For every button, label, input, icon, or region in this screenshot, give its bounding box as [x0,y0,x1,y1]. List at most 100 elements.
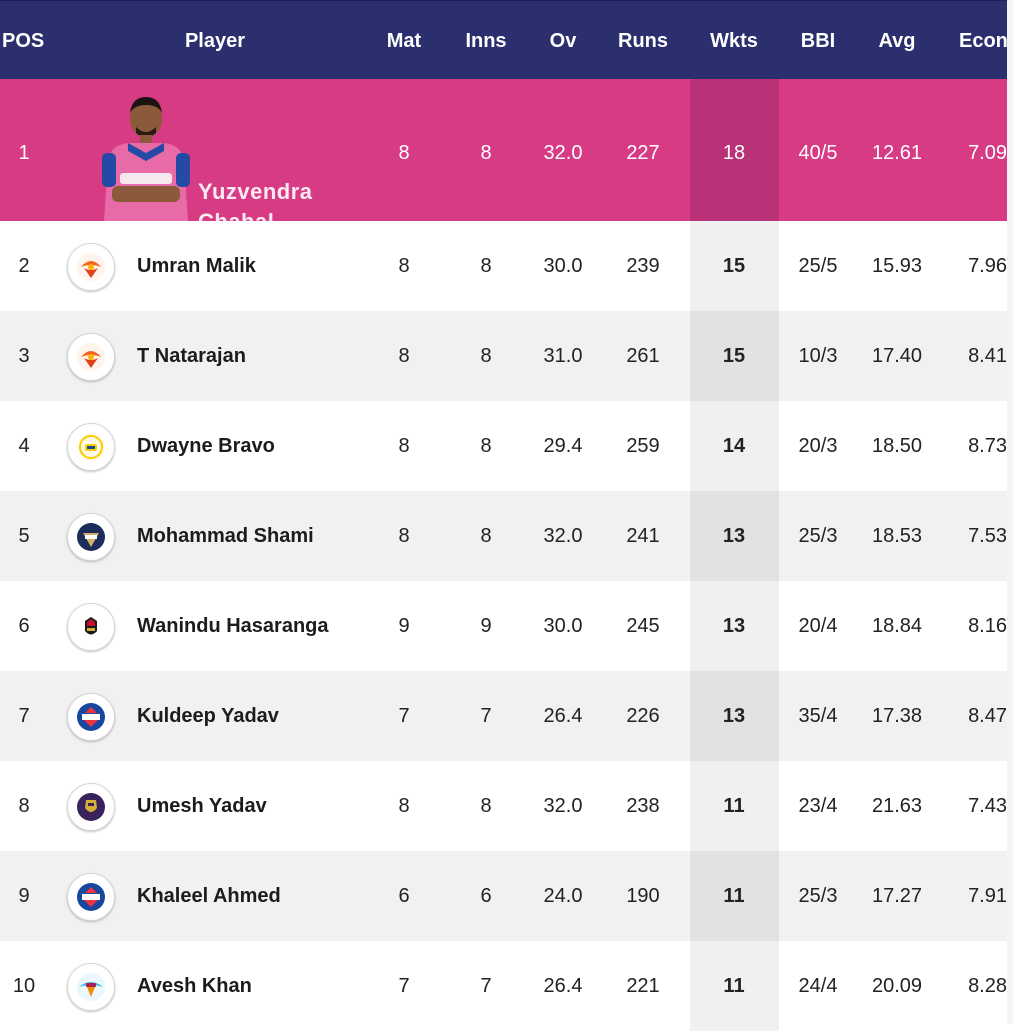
innings: 8 [480,345,492,367]
overs: 26.4 [543,705,583,727]
wickets: 13 [722,525,746,547]
header-mat[interactable]: Mat [386,30,422,52]
best-bowling: 23/4 [798,795,838,817]
overs: 26.4 [543,975,583,997]
runs: 261 [626,345,660,367]
best-bowling: 24/4 [798,975,838,997]
header-pos[interactable]: POS [2,30,45,52]
header-wkts[interactable]: Wkts [710,30,758,52]
innings: 9 [480,615,492,637]
matches: 7 [398,705,410,727]
rank: 10 [12,975,36,997]
player-name[interactable]: Kuldeep Yadav [137,705,279,727]
overs: 32.0 [543,525,583,547]
player-name[interactable]: T Natarajan [137,345,246,367]
player-name[interactable]: Mohammad Shami [137,525,314,547]
wkts-column-highlight [690,671,779,761]
header-avg[interactable]: Avg [878,30,916,52]
rank: 7 [18,705,30,727]
best-bowling: 20/4 [798,615,838,637]
runs: 226 [626,705,660,727]
rank: 9 [18,885,30,907]
matches: 8 [398,255,410,277]
runs: 190 [626,885,660,907]
wickets: 11 [723,795,745,817]
wkts-column-highlight [690,311,779,401]
rank: 3 [18,345,30,367]
wickets: 13 [722,615,746,637]
table-row[interactable]: 9 Khaleel Ahmed 6 6 24.0 190 11 25/3 17.27 7.91 [0,851,1013,941]
header-bbi[interactable]: BBI [800,30,836,52]
runs: 241 [626,525,660,547]
economy: 8.28 [968,975,1007,997]
best-bowling: 35/4 [798,705,838,727]
economy: 7.91 [968,885,1007,907]
matches: 8 [398,345,410,367]
wickets: 14 [722,435,746,457]
leader-wkts: 18 [722,142,746,164]
runs: 221 [626,975,660,997]
table-row[interactable]: 7 Kuldeep Yadav 7 7 26.4 226 13 35/4 17.38 8.47 [0,671,1013,761]
wkts-column-highlight [690,851,779,941]
player-name[interactable]: Khaleel Ahmed [137,885,281,907]
leader-mat: 8 [398,142,410,164]
player-name[interactable]: Avesh Khan [137,975,252,997]
innings: 7 [480,975,492,997]
wickets: 11 [723,975,745,997]
wickets: 15 [722,255,746,277]
chennai-super-kings-icon [67,423,115,471]
table-row[interactable]: 6 Wanindu Hasaranga 9 9 30.0 245 13 20/4 18.84 8.… [0,581,1013,671]
wkts-column-highlight [690,761,779,851]
table-row[interactable]: 8 Umesh Yadav 8 8 32.0 238 11 23/4 21.63 7.43 [0,761,1013,851]
royal-challengers-bangalore-icon [67,603,115,651]
player-name[interactable]: Wanindu Hasaranga [137,615,329,637]
header-econ[interactable]: Econ [959,30,1008,52]
best-bowling: 25/3 [798,885,838,907]
wkts-column-highlight [690,581,779,671]
table-row[interactable]: 10 Avesh Khan 7 7 26.4 221 11 24/4 20.09 8.28 [0,941,1013,1031]
economy: 7.96 [968,255,1007,277]
wkts-column-highlight [690,79,779,221]
scrollbar-track[interactable] [1007,0,1013,1024]
best-bowling: 10/3 [798,345,838,367]
table-row[interactable]: 4 Dwayne Bravo 8 8 29.4 259 14 20/3 18.50 8.73 [0,401,1013,491]
average: 18.84 [871,615,923,637]
table-row[interactable]: 5 Mohammad Shami 8 8 32.0 241 13 25/3 18.53 7.53 [0,491,1013,581]
innings: 8 [480,525,492,547]
overs: 31.0 [543,345,583,367]
rank: 5 [18,525,30,547]
leader-avg: 12.61 [871,142,923,164]
economy: 8.41 [968,345,1007,367]
table-body: 2 Umran Malik 8 8 30.0 239 15 25/5 15.93 7.96 3 T N… [0,221,1013,1031]
leader-inns: 8 [480,142,492,164]
economy: 7.43 [968,795,1007,817]
innings: 8 [480,255,492,277]
leader-row[interactable]: 1 Yuzvendra Chahal 8 8 32.0 227 18 40/5 … [0,79,1013,285]
table-header: POS Player Mat Inns Ov Runs Wkts BBI Avg… [0,0,1013,79]
average: 18.53 [871,525,923,547]
header-player[interactable]: Player [184,30,246,52]
player-photo [102,97,190,221]
header-runs[interactable]: Runs [618,30,668,52]
leader-ov: 32.0 [543,142,583,164]
player-name[interactable]: Dwayne Bravo [137,435,275,457]
runs: 238 [626,795,660,817]
leader-first-name: Yuzvendra [198,179,313,204]
player-name[interactable]: Umesh Yadav [137,795,267,817]
sunrisers-hyderabad-icon [67,243,115,291]
rank: 6 [18,615,30,637]
runs: 245 [626,615,660,637]
header-ov[interactable]: Ov [549,30,577,52]
player-name[interactable]: Umran Malik [137,255,256,277]
lucknow-super-giants-icon [67,963,115,1011]
table-row[interactable]: 3 T Natarajan 8 8 31.0 261 15 10/3 17.40 8.41 [0,311,1013,401]
kolkata-knight-riders-icon [67,783,115,831]
matches: 8 [398,795,410,817]
innings: 7 [480,705,492,727]
wickets: 13 [722,705,746,727]
wickets: 11 [723,885,745,907]
innings: 8 [480,795,492,817]
average: 15.93 [871,255,923,277]
table-row[interactable]: 2 Umran Malik 8 8 30.0 239 15 25/5 15.93 7.96 [0,221,1013,311]
header-inns[interactable]: Inns [465,30,507,52]
